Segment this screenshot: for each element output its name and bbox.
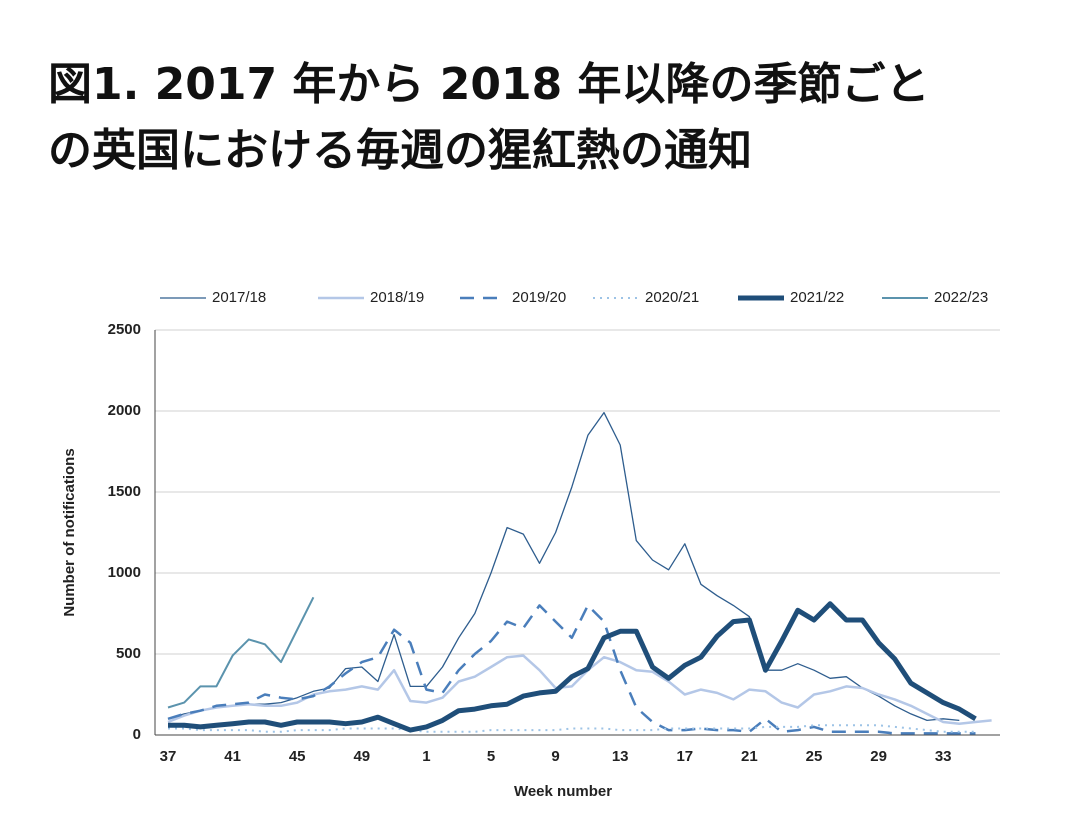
x-tick-label: 17 — [676, 748, 693, 765]
x-tick-label: 45 — [289, 748, 306, 765]
y-tick-label: 500 — [116, 645, 141, 662]
series-line — [168, 601, 977, 733]
legend-label: 2022/23 — [934, 289, 988, 306]
legend-label: 2018/19 — [370, 289, 424, 306]
x-tick-label: 13 — [612, 748, 629, 765]
y-tick-label: 1500 — [108, 483, 141, 500]
legend-label: 2021/22 — [790, 289, 844, 306]
title-line: の英国における毎週の猩紅熱の通知 — [48, 125, 752, 176]
series-line — [167, 604, 976, 735]
x-tick-label: 49 — [353, 748, 370, 765]
y-tick-label: 2500 — [108, 321, 141, 338]
x-tick-label: 25 — [806, 748, 823, 765]
series-line — [167, 654, 992, 725]
x-tick-label: 1 — [422, 748, 430, 765]
x-tick-label: 41 — [224, 748, 241, 765]
legend-label: 2020/21 — [645, 289, 699, 306]
x-tick-label: 37 — [160, 748, 177, 765]
x-tick-label: 21 — [741, 748, 758, 765]
x-tick-label: 9 — [551, 748, 559, 765]
title-line: 図1. 2017 年から 2018 年以降の季節ごと — [48, 59, 930, 110]
legend-label: 2019/20 — [512, 289, 566, 306]
series-line — [167, 596, 315, 709]
y-tick-label: 0 — [133, 726, 141, 743]
x-tick-label: 29 — [870, 748, 887, 765]
y-tick-label: 2000 — [108, 402, 141, 419]
series-line — [167, 411, 960, 722]
x-axis-label: Week number — [514, 783, 612, 800]
x-tick-label: 33 — [935, 748, 952, 765]
legend-label: 2017/18 — [212, 289, 266, 306]
y-axis-label: Number of notifications — [61, 448, 78, 616]
series-line — [168, 724, 976, 733]
chart-title: 図1. 2017 年から 2018 年以降の季節ごと の英国における毎週の猩紅熱の… — [48, 52, 930, 184]
y-tick-label: 1000 — [108, 564, 141, 581]
x-tick-label: 5 — [487, 748, 495, 765]
